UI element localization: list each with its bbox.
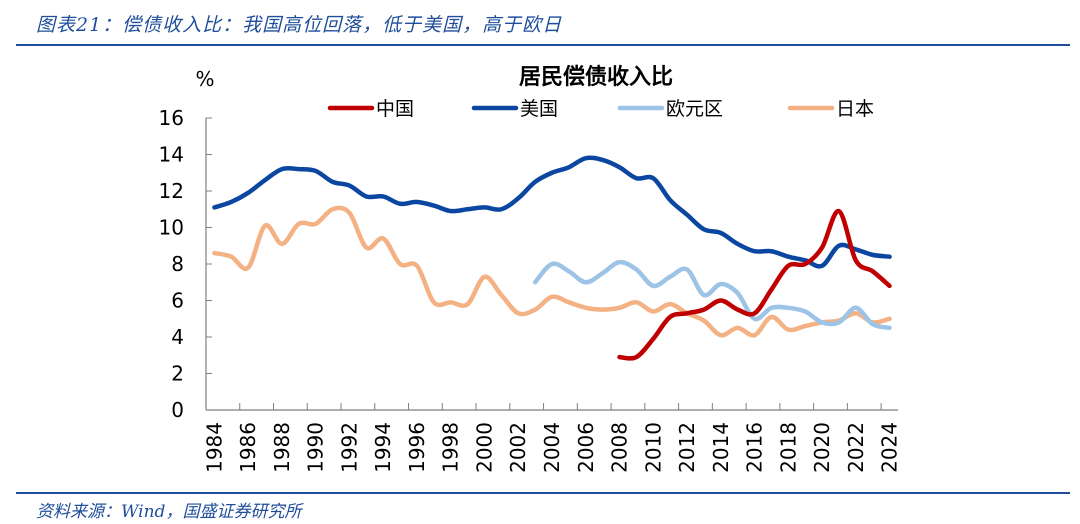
y-tick-label: 16 [159, 106, 184, 130]
x-tick-label: 1986 [236, 422, 260, 473]
legend-label: 日本 [836, 98, 874, 120]
axes: 0 2 4 6 8 10 12 14 16 1984 1986 1988 1990 1992 1994 199… [159, 106, 902, 473]
y-tick-label: 2 [171, 362, 184, 386]
source-divider [16, 492, 1070, 494]
y-axis-unit-label: % [195, 67, 214, 91]
x-tick-label: 2014 [709, 422, 733, 473]
y-tick-label: 4 [171, 325, 184, 349]
y-tick-label: 12 [159, 179, 184, 203]
x-tick-label: 2012 [675, 422, 699, 473]
caption-divider [16, 44, 1070, 46]
x-tick-label: 2024 [878, 422, 902, 473]
x-tick-label: 2018 [776, 422, 800, 473]
x-tick-label: 1998 [439, 422, 463, 473]
series-line [532, 259, 892, 331]
series-line [617, 208, 892, 361]
x-tick-label: 2010 [641, 422, 665, 473]
x-tick-label: 1994 [371, 422, 395, 473]
series-1 [212, 155, 892, 269]
series-0 [617, 208, 892, 361]
legend-item: 日本 [787, 98, 874, 120]
x-tick-label: 2004 [540, 422, 564, 473]
x-tick-label: 1996 [405, 422, 429, 473]
x-tick-label: 2022 [844, 422, 868, 473]
legend-label: 美国 [520, 98, 558, 120]
x-tick-label: 2016 [743, 422, 767, 473]
x-tick-label: 2002 [506, 422, 530, 473]
y-tick-label: 6 [171, 289, 184, 313]
y-tick-label: 10 [159, 216, 184, 240]
x-tick-label: 2008 [608, 422, 632, 473]
y-tick-label: 14 [159, 143, 184, 167]
legend-label: 欧元区 [666, 98, 723, 120]
legend-label: 中国 [376, 98, 414, 120]
series-line [212, 155, 892, 269]
legend-item: 欧元区 [617, 98, 723, 120]
x-tick-label: 2020 [810, 422, 834, 473]
x-tick-label: 1992 [337, 422, 361, 473]
series-line [212, 205, 892, 338]
x-tick-label: 1984 [202, 422, 226, 473]
y-tick-label: 8 [171, 252, 184, 276]
chart-title: 居民偿债收入比 [519, 64, 673, 90]
x-tick-label: 2006 [574, 422, 598, 473]
series-layer [212, 155, 892, 361]
figure-caption: 图表21：偿债收入比：我国高位回落，低于美国，高于欧日 [36, 14, 563, 36]
x-tick-label: 2000 [472, 422, 496, 473]
x-tick-label: 1990 [304, 422, 328, 473]
legend: 中国 美国 欧元区 日本 [327, 98, 874, 120]
legend-item: 美国 [471, 98, 558, 120]
x-tick-label: 1988 [270, 422, 294, 473]
legend-item: 中国 [327, 98, 414, 120]
y-tick-label: 0 [171, 398, 184, 422]
source-note: 资料来源：Wind，国盛证券研究所 [36, 502, 302, 522]
series-2 [532, 259, 892, 331]
series-3 [212, 205, 892, 338]
